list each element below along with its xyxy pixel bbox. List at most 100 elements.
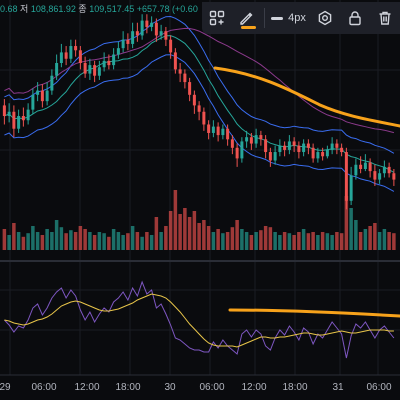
pencil-icon bbox=[240, 12, 253, 25]
volume-bar bbox=[192, 211, 197, 250]
candle bbox=[216, 122, 220, 142]
volume-bar bbox=[358, 232, 363, 250]
candle bbox=[102, 52, 106, 72]
volume-bar bbox=[268, 227, 273, 250]
time-axis-label: 31 bbox=[332, 382, 344, 393]
candle bbox=[126, 33, 130, 51]
ohlc-label: 종 bbox=[78, 4, 87, 14]
candle bbox=[202, 107, 206, 131]
volume-bar bbox=[69, 230, 73, 250]
volume-bar bbox=[282, 232, 287, 250]
volume-bar bbox=[168, 211, 173, 250]
candle bbox=[21, 107, 25, 127]
candle bbox=[382, 160, 386, 178]
candlesticks bbox=[2, 14, 396, 210]
candle bbox=[121, 31, 125, 53]
volume-bar bbox=[354, 220, 358, 250]
candle bbox=[40, 84, 44, 108]
candle bbox=[74, 39, 78, 57]
candle bbox=[188, 77, 192, 102]
rsi-line bbox=[4, 280, 395, 359]
lock-button[interactable] bbox=[340, 2, 370, 34]
candle bbox=[45, 82, 49, 106]
volume-bar bbox=[107, 236, 111, 250]
candle bbox=[116, 41, 120, 59]
volume-bar bbox=[50, 232, 54, 250]
volume-bar bbox=[301, 229, 306, 250]
volume-bar bbox=[64, 233, 68, 250]
time-axis-label: 12:00 bbox=[74, 382, 99, 393]
candle bbox=[55, 54, 59, 80]
volume-bar bbox=[7, 235, 11, 250]
candle bbox=[221, 124, 225, 140]
settings-icon bbox=[318, 10, 332, 26]
volume-bar bbox=[202, 220, 206, 250]
shapes-grid-button[interactable] bbox=[202, 2, 232, 34]
candle bbox=[278, 139, 282, 157]
candle bbox=[245, 130, 249, 148]
candle bbox=[173, 48, 177, 74]
candle bbox=[211, 120, 215, 138]
volume-bars bbox=[2, 190, 396, 250]
candle bbox=[344, 147, 348, 210]
candle bbox=[387, 162, 391, 178]
volume-bar bbox=[368, 226, 372, 250]
candle bbox=[159, 24, 163, 40]
volume-bar bbox=[344, 196, 349, 250]
candle bbox=[59, 43, 63, 68]
volume-bar bbox=[54, 220, 59, 250]
volume-bar bbox=[145, 232, 149, 250]
volume-bar bbox=[325, 233, 330, 250]
drawn-rsi-line[interactable] bbox=[228, 308, 400, 318]
delete-button[interactable] bbox=[370, 2, 400, 34]
settings-button[interactable] bbox=[310, 2, 340, 34]
volume-bar bbox=[78, 226, 83, 250]
candle bbox=[316, 147, 320, 163]
candle bbox=[17, 109, 21, 133]
candle bbox=[112, 48, 116, 70]
volume-bar bbox=[2, 229, 7, 250]
volume-bar bbox=[102, 233, 106, 250]
time-axis-label: 06:00 bbox=[199, 382, 224, 393]
candle bbox=[392, 169, 396, 186]
candle bbox=[26, 103, 30, 125]
volume-bar bbox=[40, 235, 45, 250]
candle bbox=[192, 90, 196, 114]
long-moving-average-line bbox=[4, 27, 395, 134]
candle bbox=[335, 139, 339, 155]
volume-bar bbox=[140, 236, 144, 250]
candle bbox=[330, 137, 334, 155]
volume-bar bbox=[320, 232, 325, 250]
line-width-label: 4px bbox=[288, 12, 306, 24]
volume-bar bbox=[387, 232, 391, 250]
candle bbox=[354, 158, 358, 180]
candle bbox=[197, 101, 201, 121]
volume-bar bbox=[339, 233, 344, 250]
volume-bar bbox=[173, 190, 178, 250]
volume-bar bbox=[45, 229, 49, 250]
candle bbox=[97, 60, 101, 80]
candle bbox=[297, 141, 301, 159]
volume-bar bbox=[97, 232, 102, 250]
volume-bar bbox=[254, 232, 258, 250]
drawn-trend-line[interactable] bbox=[213, 66, 400, 128]
candle bbox=[283, 141, 287, 157]
candle bbox=[268, 147, 272, 167]
line-width-button[interactable]: 4px bbox=[267, 2, 310, 34]
volume-bar bbox=[311, 232, 315, 250]
candle bbox=[321, 147, 325, 161]
volume-bar bbox=[211, 232, 216, 250]
candle bbox=[249, 132, 253, 150]
candle bbox=[7, 103, 11, 123]
ohlc-legend: 0.68 저 108,861.92 종 109,517.45 +657.78 (… bbox=[0, 2, 198, 16]
volume-bar bbox=[235, 220, 239, 250]
candle bbox=[145, 14, 149, 34]
line-color-button[interactable] bbox=[232, 2, 262, 34]
moving-average-lines bbox=[4, 15, 395, 192]
volume-bar bbox=[273, 232, 277, 250]
candle bbox=[83, 56, 87, 78]
volume-bar bbox=[183, 208, 187, 250]
volume-bar bbox=[363, 229, 368, 250]
